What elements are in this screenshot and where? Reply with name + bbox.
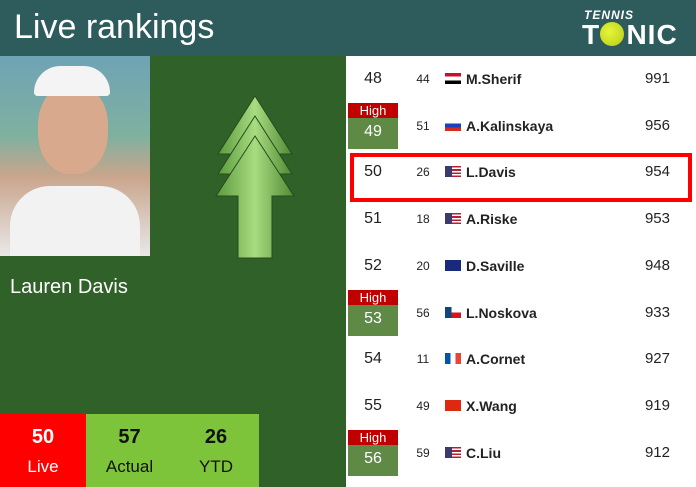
player-name: C.Liu (466, 444, 501, 461)
player-name: A.Riske (466, 211, 518, 228)
previous-rank: 49 (416, 398, 430, 413)
ranking-row: 51 18 A.Riske 953 (348, 196, 696, 243)
player-name: D.Saville (466, 257, 525, 274)
previous-rank: 44 (416, 72, 430, 86)
points: 954 (644, 163, 670, 181)
points: 912 (644, 443, 670, 461)
player-panel: Lauren Davis 50 Live 57 Actual 26 YTD (0, 56, 346, 487)
player-photo (0, 56, 150, 256)
china-flag-icon (445, 399, 461, 411)
rank: 51 (364, 210, 382, 228)
points: 933 (644, 303, 670, 321)
rank: 50 (364, 163, 382, 181)
previous-rank: 59 (416, 445, 430, 460)
points: 956 (644, 116, 670, 134)
czech-flag-icon (445, 306, 461, 318)
player-name: X.Wang (466, 397, 517, 414)
rank: 54 (364, 350, 382, 368)
rank: 55 (364, 396, 382, 414)
player-name: A.Kalinskaya (466, 117, 554, 134)
previous-rank: 18 (416, 212, 430, 227)
ranking-row: 55 49 X.Wang 919 (348, 383, 696, 430)
points: 991 (644, 70, 670, 87)
previous-rank: 26 (416, 165, 430, 180)
tennis-tonic-logo: TENNIS T NIC (582, 8, 678, 50)
egypt-flag-icon (445, 73, 461, 84)
ranking-row: 48 44 M.Sherif 991 (348, 56, 696, 103)
rank: 52 (364, 256, 382, 274)
player-name: L.Noskova (466, 304, 537, 321)
stat-actual: 57 Actual (86, 414, 173, 487)
russia-flag-icon (445, 119, 461, 131)
points: 919 (644, 396, 670, 414)
ranking-row: 49 High 51 A.Kalinskaya 956 (348, 102, 696, 150)
player-name: L.Davis (466, 164, 516, 181)
points: 927 (644, 350, 670, 368)
usa-flag-icon (445, 166, 461, 178)
previous-rank: 11 (416, 352, 430, 367)
rankings-list: 48 44 M.Sherif 991 49 High 51 A.Kalinskaya 9… (348, 56, 696, 487)
high-badge: High (348, 289, 398, 305)
header: Live rankings TENNIS T NIC (0, 0, 696, 56)
ranking-row: 50 26 L.Davis 954 (348, 149, 696, 196)
points: 948 (644, 256, 670, 274)
ranking-row: 56 High 59 C.Liu 912 (348, 429, 696, 477)
player-name: M.Sherif (466, 71, 522, 87)
high-badge: High (348, 102, 398, 118)
stat-ytd: 26 YTD (173, 414, 259, 487)
page-title: Live rankings (14, 8, 215, 46)
usa-flag-icon (445, 446, 461, 458)
previous-rank: 56 (416, 305, 430, 320)
previous-rank: 51 (416, 118, 430, 133)
france-flag-icon (445, 353, 461, 365)
points: 953 (644, 210, 670, 228)
previous-rank: 20 (416, 258, 430, 273)
rank: 48 (364, 70, 382, 87)
australia-flag-icon (445, 259, 461, 271)
high-badge: High (348, 429, 398, 445)
ranking-row: 53 High 56 L.Noskova 933 (348, 289, 696, 337)
player-name: Lauren Davis (10, 276, 128, 298)
stat-live: 50 Live (0, 414, 86, 487)
ranking-row: 54 11 A.Cornet 927 (348, 336, 696, 383)
player-name: A.Cornet (466, 351, 526, 368)
usa-flag-icon (445, 213, 461, 225)
ranking-row: 52 20 D.Saville 948 (348, 243, 696, 290)
up-arrow-icon (215, 96, 295, 259)
current-player-highlight (350, 153, 692, 202)
